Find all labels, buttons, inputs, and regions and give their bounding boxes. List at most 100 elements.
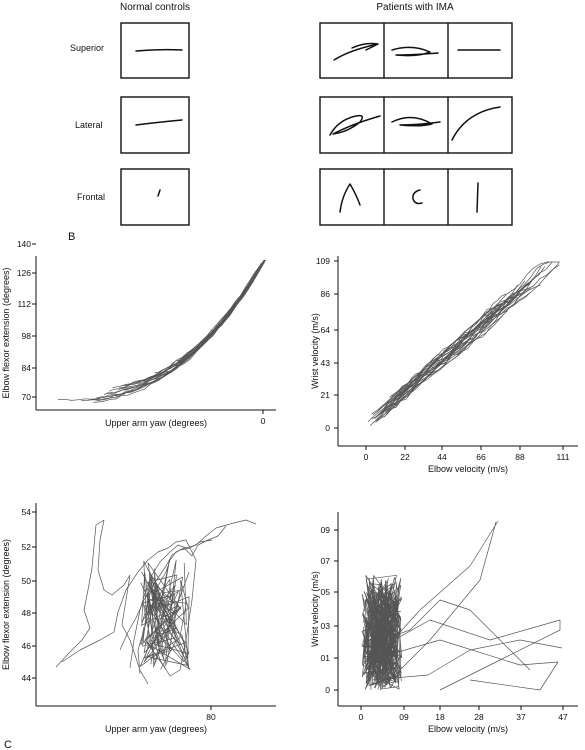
trace-bundle (367, 261, 560, 427)
x-tick-label: 88 (515, 452, 525, 462)
control-box-lateral (120, 96, 190, 154)
y-tick-label: 46 (22, 641, 32, 651)
y-tick-label: 50 (22, 576, 32, 586)
y-tick-label: 48 (22, 608, 32, 618)
trace-line (140, 568, 190, 665)
trace-line (118, 259, 266, 389)
trace-line (55, 519, 149, 685)
x-axis-label: Upper arm yaw (degrees) (105, 418, 207, 428)
trace-line (112, 263, 262, 388)
patient-trace-lateral-2 (391, 116, 441, 127)
control-box-superior (120, 22, 190, 79)
trace-line (372, 291, 532, 424)
trace-line (388, 284, 518, 402)
trace-line (366, 578, 402, 684)
trace-line (57, 259, 266, 401)
header-normal-controls: Normal controls (120, 2, 190, 13)
x-tick-label: 0 (359, 712, 364, 722)
trace-line (103, 261, 265, 396)
trace-line (91, 259, 265, 401)
control-trace-superior (135, 48, 183, 52)
trace-line (105, 264, 264, 395)
y-tick-label: 126 (17, 268, 31, 278)
trace-line (369, 639, 559, 691)
y-tick-label: 54 (22, 507, 32, 517)
trace-line (123, 261, 265, 390)
y-tick-label: 84 (22, 363, 32, 373)
chart-top-right: 0 22 44 66 88 111 0 21 43 64 86 109 Elbow velocity (… (310, 256, 578, 474)
trace-line (365, 520, 499, 671)
x-tick-label: 22 (400, 452, 410, 462)
trace-line (119, 539, 213, 651)
patient-trace-superior-2 (391, 46, 439, 57)
y-tick-label: 140 (17, 239, 31, 249)
y-axis-label: Elbow flexor extension (degrees) (1, 539, 11, 670)
trace-bundle (55, 519, 257, 685)
trace-line (363, 581, 400, 690)
x-tick-label: 0 (261, 416, 266, 426)
trace-line (366, 583, 397, 678)
y-tick-label: 03 (321, 621, 331, 631)
x-tick-label: 18 (435, 712, 445, 722)
trace-line (364, 609, 402, 690)
y-tick-label: 01 (321, 653, 331, 663)
y-tick-label: 21 (321, 390, 331, 400)
patient-box-superior (319, 22, 513, 79)
row-label-superior: Superior (70, 43, 104, 53)
patient-trace-superior-1 (333, 42, 379, 61)
trace-line (141, 562, 182, 661)
trace-line (137, 266, 261, 385)
y-tick-label: 0 (325, 423, 330, 433)
y-tick-label: 70 (22, 392, 32, 402)
trace-line (363, 592, 389, 649)
patient-trace-frontal-2 (412, 189, 423, 205)
trace-line (143, 560, 190, 670)
trace-line (91, 259, 265, 400)
y-tick-label: 05 (321, 587, 331, 597)
trace-line (376, 284, 541, 421)
y-tick-label: 86 (321, 289, 331, 299)
row-label-frontal: Frontal (77, 192, 105, 202)
row-label-lateral: Lateral (75, 120, 103, 130)
x-tick-label: 0 (364, 452, 369, 462)
trace-line (109, 259, 267, 392)
patient-trace-lateral-1 (329, 114, 381, 136)
x-axis-label: Elbow velocity (m/s) (428, 464, 508, 474)
y-axis-label: Wrist velocity (m/s) (310, 313, 320, 389)
y-tick-label: 109 (316, 256, 330, 266)
x-tick-label: 37 (516, 712, 526, 722)
y-tick-label: 07 (321, 556, 331, 566)
x-tick-label: 28 (474, 712, 484, 722)
trace-line (368, 594, 397, 684)
y-tick-label: 09 (321, 525, 331, 535)
control-trace-lateral (135, 119, 183, 126)
trace-line (394, 293, 507, 394)
trace-line (375, 288, 523, 418)
patient-trace-lateral-3 (451, 106, 501, 141)
x-tick-label: 44 (437, 452, 447, 462)
trace-line (154, 265, 261, 373)
trace-line (375, 310, 508, 423)
trace-line (379, 639, 400, 688)
control-box-frontal (120, 168, 190, 226)
y-tick-label: 44 (22, 673, 32, 683)
trace-line (363, 604, 386, 669)
y-tick-label: 43 (321, 358, 331, 368)
y-axis-label: Elbow flexor extension (degrees) (1, 267, 11, 398)
trace-line (375, 619, 561, 691)
panel-label-c: C (4, 739, 12, 750)
trace-line (363, 597, 401, 684)
trace-line (383, 261, 550, 406)
x-tick-label: 111 (557, 452, 570, 462)
patient-box-frontal (319, 168, 513, 226)
control-trace-frontal (157, 189, 161, 197)
trace-line (93, 259, 265, 403)
trace-bundle (361, 520, 563, 691)
panel-label-b: B (68, 231, 75, 243)
trace-line (81, 267, 260, 401)
x-axis-label: Elbow velocity (m/s) (428, 724, 508, 734)
trace-line (381, 599, 531, 671)
x-tick-label: 47 (558, 712, 568, 722)
x-axis-label: Upper arm yaw (degrees) (105, 724, 207, 734)
